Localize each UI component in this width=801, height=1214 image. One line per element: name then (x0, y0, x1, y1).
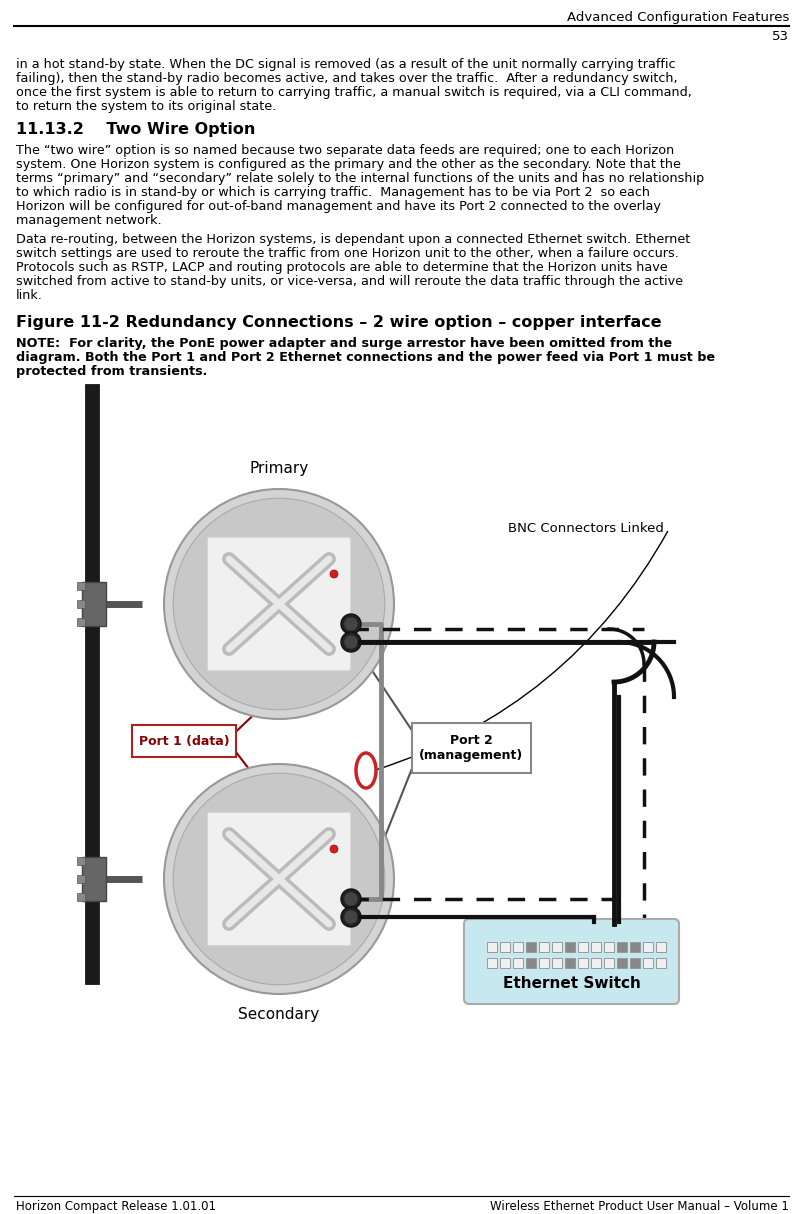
Bar (565, 942, 575, 952)
Text: 11.13.2    Two Wire Option: 11.13.2 Two Wire Option (16, 121, 256, 137)
Bar (643, 942, 653, 952)
Circle shape (164, 764, 394, 994)
Text: Horizon will be configured for out-of-band management and have its Port 2 connec: Horizon will be configured for out-of-ba… (16, 200, 661, 212)
Text: management network.: management network. (16, 214, 162, 227)
Text: Wireless Ethernet Product User Manual – Volume 1: Wireless Ethernet Product User Manual – … (490, 1199, 789, 1213)
Text: Port 2
(management): Port 2 (management) (419, 734, 523, 762)
Text: system. One Horizon system is configured as the primary and the other as the sec: system. One Horizon system is configured… (16, 158, 681, 171)
FancyBboxPatch shape (132, 726, 236, 758)
Bar (77, 582, 85, 590)
Bar (578, 942, 588, 952)
Text: 53: 53 (772, 30, 789, 42)
Bar (526, 942, 536, 952)
Bar (539, 942, 549, 952)
Text: diagram. Both the Port 1 and Port 2 Ethernet connections and the power feed via : diagram. Both the Port 1 and Port 2 Ethe… (16, 351, 715, 364)
Circle shape (345, 910, 357, 923)
Circle shape (345, 894, 357, 904)
Bar (82, 857, 106, 901)
Text: protected from transients.: protected from transients. (16, 365, 207, 378)
Circle shape (173, 498, 384, 710)
Text: to return the system to its original state.: to return the system to its original sta… (16, 100, 276, 113)
Bar (630, 942, 640, 952)
Text: The “two wire” option is so named because two separate data feeds are required; : The “two wire” option is so named becaus… (16, 144, 674, 157)
Text: Ethernet Switch: Ethernet Switch (502, 976, 641, 991)
Bar (604, 942, 614, 952)
Bar (77, 894, 85, 901)
Bar (539, 958, 549, 968)
Bar (630, 958, 640, 968)
Bar (578, 958, 588, 968)
Bar (77, 600, 85, 608)
Circle shape (341, 889, 361, 909)
Bar (604, 958, 614, 968)
Text: Advanced Configuration Features: Advanced Configuration Features (566, 11, 789, 24)
Bar (552, 942, 562, 952)
Text: NOTE:  For clarity, the PonE power adapter and surge arrestor have been omitted : NOTE: For clarity, the PonE power adapte… (16, 337, 672, 350)
Bar (77, 857, 85, 866)
Bar (487, 958, 497, 968)
Bar (565, 958, 575, 968)
Circle shape (345, 618, 357, 630)
Bar (591, 958, 601, 968)
Circle shape (341, 907, 361, 927)
Bar (77, 618, 85, 626)
Bar (85, 384, 99, 985)
Bar (82, 582, 106, 626)
Text: terms “primary” and “secondary” relate solely to the internal functions of the u: terms “primary” and “secondary” relate s… (16, 172, 704, 185)
Text: Protocols such as RSTP, LACP and routing protocols are able to determine that th: Protocols such as RSTP, LACP and routing… (16, 261, 667, 274)
Bar (77, 875, 85, 883)
Circle shape (173, 773, 384, 985)
FancyBboxPatch shape (207, 537, 351, 671)
Bar (656, 958, 666, 968)
Text: Data re-routing, between the Horizon systems, is dependant upon a connected Ethe: Data re-routing, between the Horizon sys… (16, 233, 690, 246)
Circle shape (341, 614, 361, 634)
Bar (526, 958, 536, 968)
Text: switched from active to stand-by units, or vice-versa, and will reroute the data: switched from active to stand-by units, … (16, 276, 683, 288)
Text: Horizon Compact Release 1.01.01: Horizon Compact Release 1.01.01 (16, 1199, 216, 1213)
Text: Figure 11-2 Redundancy Connections – 2 wire option – copper interface: Figure 11-2 Redundancy Connections – 2 w… (16, 314, 662, 330)
FancyBboxPatch shape (464, 919, 679, 1004)
Bar (513, 958, 523, 968)
Text: Primary: Primary (249, 461, 308, 476)
Text: failing), then the stand-by radio becomes active, and takes over the traffic.  A: failing), then the stand-by radio become… (16, 72, 678, 85)
Bar (617, 942, 627, 952)
Bar (487, 942, 497, 952)
Text: switch settings are used to reroute the traffic from one Horizon unit to the oth: switch settings are used to reroute the … (16, 246, 679, 260)
Bar (500, 958, 510, 968)
Text: Secondary: Secondary (239, 1006, 320, 1022)
Circle shape (330, 845, 338, 853)
Bar (617, 958, 627, 968)
Text: Port 1 (data): Port 1 (data) (139, 734, 229, 748)
Text: to which radio is in stand-by or which is carrying traffic.  Management has to b: to which radio is in stand-by or which i… (16, 186, 650, 199)
FancyBboxPatch shape (412, 724, 531, 773)
Circle shape (330, 571, 338, 578)
FancyBboxPatch shape (207, 812, 351, 946)
Bar (656, 942, 666, 952)
Bar (552, 958, 562, 968)
Text: link.: link. (16, 289, 43, 302)
Text: in a hot stand-by state. When the DC signal is removed (as a result of the unit : in a hot stand-by state. When the DC sig… (16, 58, 675, 70)
Text: once the first system is able to return to carrying traffic, a manual switch is : once the first system is able to return … (16, 86, 692, 100)
Bar (513, 942, 523, 952)
Text: BNC Connectors Linked: BNC Connectors Linked (508, 522, 664, 535)
Circle shape (345, 636, 357, 648)
Bar (643, 958, 653, 968)
Bar (591, 942, 601, 952)
Circle shape (341, 632, 361, 652)
Bar (500, 942, 510, 952)
Circle shape (164, 489, 394, 719)
